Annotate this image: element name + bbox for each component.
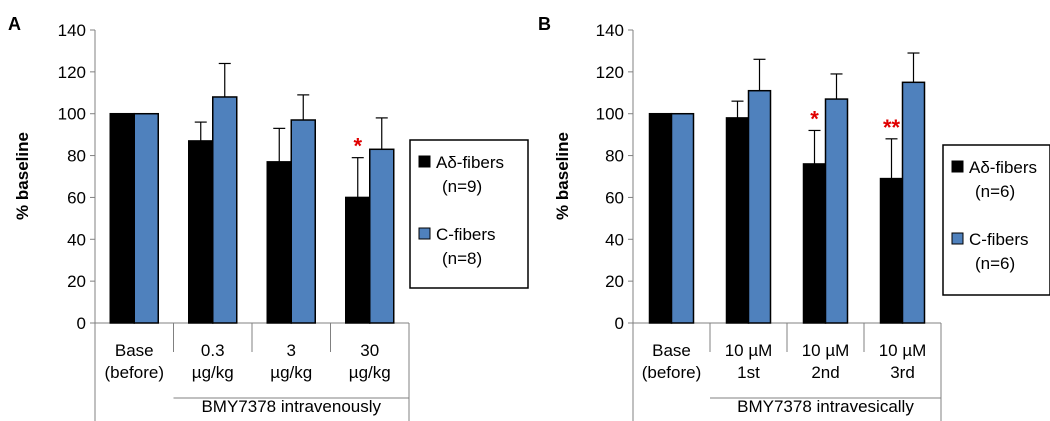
legend-label: (n=8) [442, 249, 482, 268]
y-tick-label: 120 [596, 63, 624, 82]
x-tick-label: Base [115, 341, 154, 360]
bar [133, 112, 159, 324]
x-tick-label: 0.3 [201, 341, 225, 360]
x-tick-label: µg/kg [192, 363, 234, 382]
y-tick-label: 140 [58, 21, 86, 40]
bar [879, 177, 904, 324]
significance-marker: ** [883, 115, 901, 140]
legend-swatch [951, 232, 964, 245]
legend-label: (n=6) [975, 254, 1015, 273]
y-tick-label: 80 [67, 147, 86, 166]
x-tick-label: Base [652, 341, 691, 360]
legend-swatch [418, 155, 431, 168]
group-label: BMY7378 intravesically [737, 397, 914, 416]
legend: Aδ-fibers (n=9) C-fibers (n=8) [409, 139, 529, 289]
y-tick-label: 40 [605, 230, 624, 249]
bar [345, 196, 371, 324]
legend-label: (n=9) [442, 177, 482, 196]
y-tick-label: 80 [605, 147, 624, 166]
bar [266, 161, 292, 324]
legend-label: C-fibers [436, 225, 496, 244]
x-tick-label: 10 µM [725, 341, 773, 360]
x-tick-label: µg/kg [270, 363, 312, 382]
legend-swatch [951, 160, 964, 173]
y-tick-label: 20 [605, 272, 624, 291]
bar [188, 140, 214, 324]
x-tick-label: µg/kg [349, 363, 391, 382]
legend: Aδ-fibers (n=6) C-fibers (n=6) [942, 144, 1050, 296]
x-tick-label: (before) [104, 363, 164, 382]
panel-label: A [8, 14, 21, 34]
y-tick-label: 100 [58, 105, 86, 124]
chart-panel-a: A % baseline 0 20 40 60 80 100 120 140 Base (before… [8, 14, 529, 421]
y-tick-label: 0 [77, 314, 86, 333]
y-tick-label: 60 [605, 188, 624, 207]
y-axis-title: % baseline [13, 132, 32, 220]
x-tick-label: 3rd [890, 363, 915, 382]
y-tick-label: 40 [67, 230, 86, 249]
x-tick-label: 2nd [811, 363, 839, 382]
x-tick-label: 30 [360, 341, 379, 360]
bar [747, 89, 772, 324]
y-tick-label: 140 [596, 21, 624, 40]
panel-label: B [538, 14, 551, 34]
bar [824, 98, 849, 324]
bar [648, 112, 673, 324]
y-tick-label: 120 [58, 63, 86, 82]
y-tick-label: 0 [615, 314, 624, 333]
legend-label: (n=6) [975, 182, 1015, 201]
bar [670, 112, 695, 324]
y-tick-label: 100 [596, 105, 624, 124]
significance-marker: * [353, 134, 362, 159]
legend-swatch [418, 227, 431, 240]
group-label: BMY7378 intravenously [201, 397, 381, 416]
x-tick-label: 10 µM [879, 341, 927, 360]
x-tick-label: 3 [287, 341, 296, 360]
y-tick-label: 60 [67, 188, 86, 207]
y-axis-title: % baseline [553, 132, 572, 220]
bar [369, 148, 395, 324]
x-tick-label: (before) [642, 363, 702, 382]
bar [212, 96, 238, 324]
bar [109, 112, 135, 324]
legend-label: C-fibers [969, 230, 1029, 249]
bar [725, 117, 750, 324]
significance-marker: * [810, 106, 819, 131]
bar [290, 119, 316, 324]
bar [802, 163, 827, 324]
bar [901, 81, 926, 324]
x-tick-label: 10 µM [802, 341, 850, 360]
y-tick-label: 20 [67, 272, 86, 291]
legend-label: Aδ-fibers [969, 158, 1037, 177]
x-tick-label: 1st [737, 363, 760, 382]
legend-label: Aδ-fibers [436, 153, 504, 172]
chart-panel-b: B % baseline 0 20 40 60 80 100 120 140 Base (before… [538, 14, 1050, 421]
